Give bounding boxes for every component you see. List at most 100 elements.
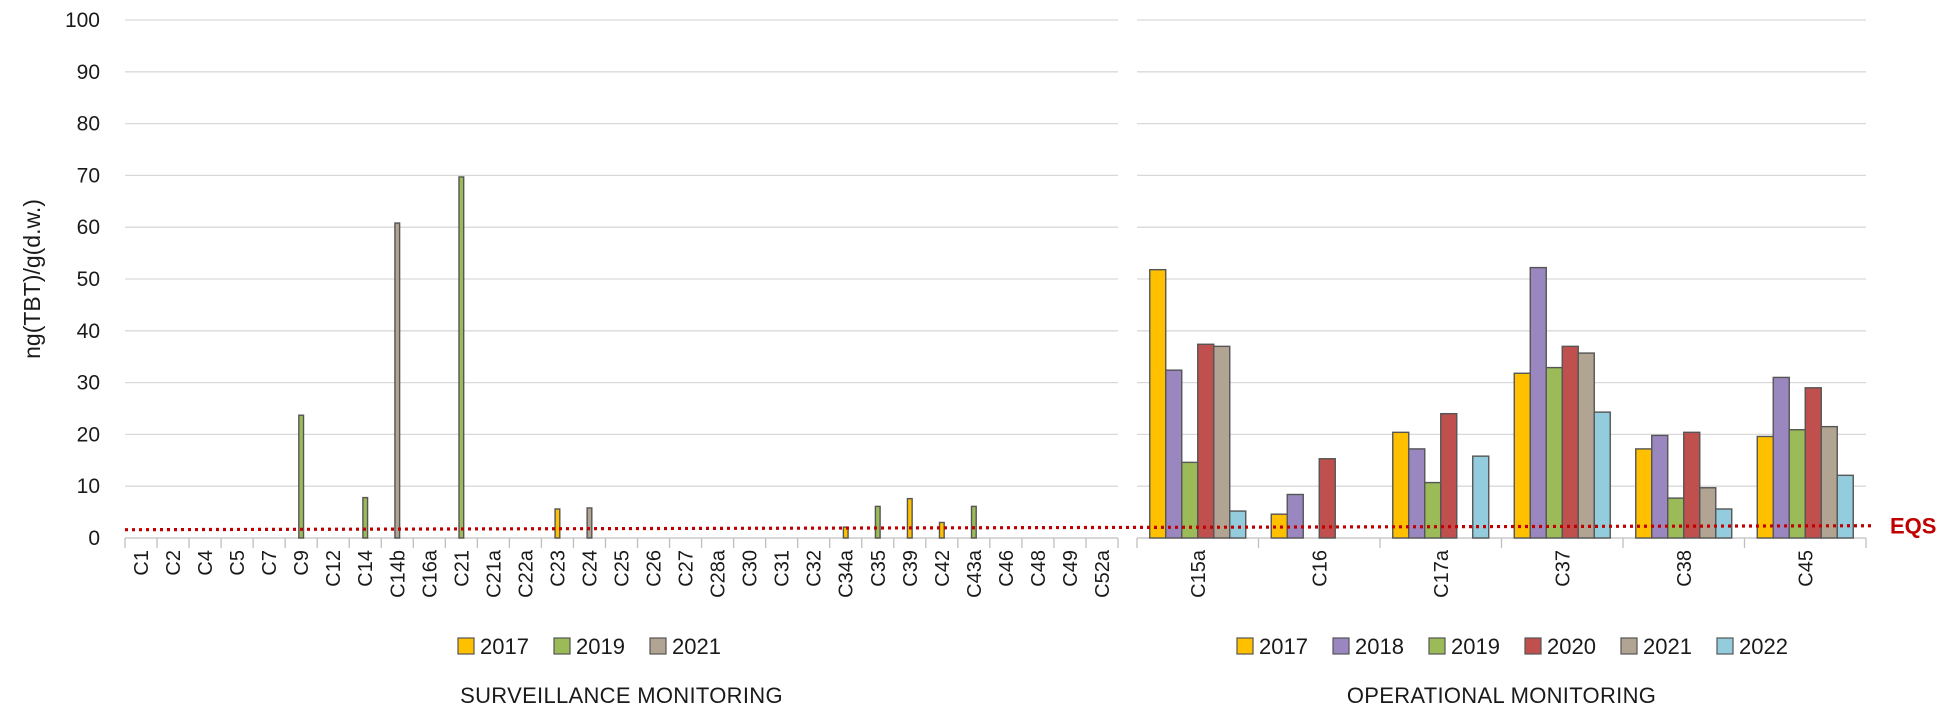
y-tick-label: 10 <box>77 475 100 498</box>
x-tick-label: C42 <box>932 550 954 587</box>
x-tick-label: C16 <box>1309 550 1331 587</box>
bar-2020-C17a <box>1440 412 1458 539</box>
x-tick-label: C16a <box>419 549 441 598</box>
bar-2018-C37 <box>1529 266 1547 539</box>
x-tick-label: C35 <box>868 550 890 587</box>
bar-2018-C38 <box>1651 434 1669 539</box>
bar-2018-C16 <box>1286 493 1304 539</box>
y-tick-label: 100 <box>65 9 100 32</box>
legend-label: 2021 <box>672 634 721 659</box>
y-tick-label: 30 <box>77 372 100 395</box>
section-title: SURVEILLANCE MONITORING <box>460 683 783 708</box>
x-tick-label: C26 <box>644 550 666 587</box>
bar-2018-C45 <box>1772 376 1790 539</box>
bar-2022-C15a <box>1229 510 1247 539</box>
bar-2019-C21 <box>458 176 465 539</box>
x-tick-label: C25 <box>612 550 634 587</box>
bar-2019-C43a <box>970 505 977 539</box>
legend-swatch <box>1236 637 1254 655</box>
bar-2017-C45 <box>1756 435 1774 539</box>
bar-2017-C17a <box>1392 431 1410 539</box>
x-tick-label: C31 <box>772 550 794 587</box>
eqs-reference-line <box>124 524 1874 532</box>
bar-2017-C15a <box>1149 268 1167 539</box>
legend-label: 2019 <box>576 634 625 659</box>
bar-2020-C38 <box>1683 431 1701 539</box>
legend-swatch <box>649 637 667 655</box>
x-tick-label: C30 <box>740 550 762 587</box>
bar-2022-C37 <box>1593 411 1611 539</box>
legend-label: 2019 <box>1451 634 1500 659</box>
x-tick-label: C21a <box>483 549 505 598</box>
legend-label: 2020 <box>1547 634 1596 659</box>
y-tick-label: 0 <box>88 527 100 550</box>
x-tick-label: C4 <box>195 550 217 576</box>
y-tick-label: 80 <box>77 113 100 136</box>
y-tick-label: 40 <box>77 320 100 343</box>
legend-label: 2021 <box>1643 634 1692 659</box>
bar-2018-C15a <box>1165 369 1183 539</box>
x-tick-label: C39 <box>900 550 922 587</box>
x-tick-label: C49 <box>1060 550 1082 587</box>
bar-2021-C45 <box>1820 425 1838 539</box>
bar-2020-C15a <box>1197 343 1215 539</box>
legend-label: 2018 <box>1355 634 1404 659</box>
eqs-label: EQS <box>1890 514 1936 539</box>
x-tick-label: C2 <box>163 550 185 576</box>
bar-2022-C38 <box>1715 508 1733 539</box>
x-tick-label: C24 <box>579 550 601 587</box>
x-tick-label: C34a <box>836 549 858 598</box>
y-tick-label: 50 <box>77 268 100 291</box>
x-tick-label: C23 <box>547 550 569 587</box>
legend-swatch <box>1428 637 1446 655</box>
x-tick-label: C14b <box>387 550 409 598</box>
bar-2017-C38 <box>1635 448 1653 539</box>
x-tick-label: C43a <box>964 549 986 598</box>
x-tick-label: C5 <box>227 550 249 576</box>
bar-2017-C23 <box>554 508 561 539</box>
bar-2017-C37 <box>1513 372 1531 539</box>
x-tick-label: C52a <box>1092 549 1114 598</box>
legend-swatch <box>1620 637 1638 655</box>
x-tick-label: C27 <box>676 550 698 587</box>
bar-2018-C17a <box>1408 448 1426 539</box>
bar-2021-C14b <box>394 222 401 539</box>
bar-2017-C39 <box>906 497 913 539</box>
bar-2017-C34a <box>842 526 849 539</box>
bar-2022-C17a <box>1472 455 1490 539</box>
section-title: OPERATIONAL MONITORING <box>1347 683 1656 708</box>
x-tick-label: C37 <box>1552 550 1574 587</box>
x-tick-label: C9 <box>291 550 313 576</box>
x-tick-label: C15a <box>1188 549 1210 598</box>
legend-label: 2017 <box>1259 634 1308 659</box>
legend-swatch <box>1524 637 1542 655</box>
bar-2021-C38 <box>1699 487 1717 539</box>
y-tick-label: 20 <box>77 423 100 446</box>
bar-2020-C37 <box>1561 345 1579 539</box>
bar-2020-C16 <box>1318 458 1336 539</box>
bar-2019-C37 <box>1545 366 1563 539</box>
legend-swatch <box>1332 637 1350 655</box>
bar-2021-C15a <box>1213 345 1231 539</box>
x-tick-label: C22a <box>515 549 537 598</box>
x-tick-label: C48 <box>1028 550 1050 587</box>
y-axis-label: ng(TBT)/g(d.w.) <box>19 199 45 359</box>
x-tick-label: C14 <box>355 550 377 587</box>
legend-swatch <box>553 637 571 655</box>
x-tick-label: C32 <box>804 550 826 587</box>
x-tick-label: C7 <box>259 550 281 576</box>
x-tick-label: C28a <box>708 549 730 598</box>
x-tick-label: C46 <box>996 550 1018 587</box>
bar-2021-C24 <box>586 507 593 539</box>
bar-2022-C45 <box>1836 474 1854 539</box>
bar-2019-C45 <box>1788 429 1806 539</box>
legend-label: 2017 <box>480 634 529 659</box>
x-tick-label: C1 <box>131 550 153 576</box>
bar-2017-C42 <box>938 521 945 539</box>
bar-2019-C38 <box>1667 497 1685 539</box>
x-tick-label: C21 <box>451 550 473 587</box>
bar-2019-C35 <box>874 505 881 539</box>
y-tick-label: 90 <box>77 61 100 84</box>
